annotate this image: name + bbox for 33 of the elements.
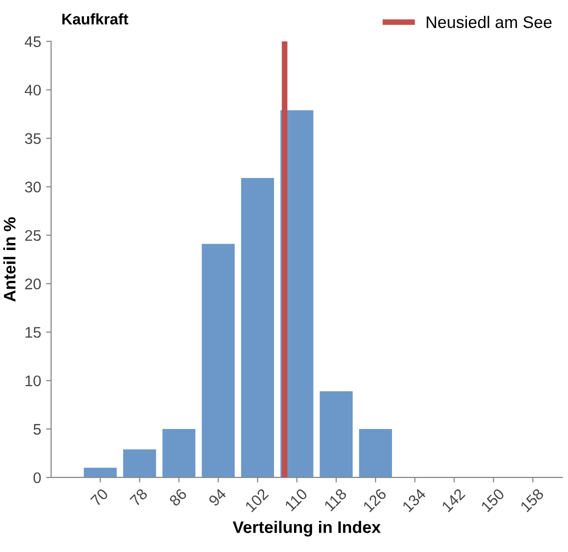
y-tick-label: 0: [34, 472, 41, 484]
y-tick-label: 25: [25, 230, 41, 241]
x-tick-label: 126: [362, 488, 387, 512]
x-tick-label: 150: [480, 488, 505, 512]
y-tick-label: 20: [25, 278, 41, 290]
x-tick-label: 78: [129, 488, 148, 507]
y-tick-label: 45: [24, 36, 41, 48]
x-tick-label: 86: [168, 488, 188, 507]
y-tick-label: 10: [26, 375, 41, 386]
bar: [320, 391, 353, 478]
bar: [202, 244, 235, 478]
x-tick-label: 70: [90, 488, 109, 507]
y-tick-label: 35: [24, 133, 41, 144]
x-tick-label: 110: [284, 488, 308, 512]
x-tick-label: 94: [208, 488, 227, 507]
x-tick-label: 142: [441, 488, 466, 512]
x-tick-label: 118: [324, 488, 348, 512]
bar: [359, 429, 392, 478]
bar: [84, 468, 117, 478]
y-axis-title: Anteil in %: [3, 217, 16, 302]
x-axis-title: Verteilung in Index: [232, 520, 381, 536]
x-tick-label: 102: [244, 488, 269, 512]
x-tick-label: 134: [402, 488, 426, 512]
legend-label: Neusiedl am See: [426, 16, 552, 28]
x-tick-label: 158: [520, 488, 544, 512]
bar: [162, 429, 196, 478]
y-tick-label: 15: [26, 327, 41, 338]
y-tick-label: 40: [24, 84, 41, 96]
y-tick-label: 5: [34, 424, 41, 435]
y-tick-label: 30: [24, 182, 41, 192]
bar: [123, 449, 156, 478]
chart-title: Kaufkraft: [62, 13, 128, 24]
bar: [241, 178, 274, 478]
